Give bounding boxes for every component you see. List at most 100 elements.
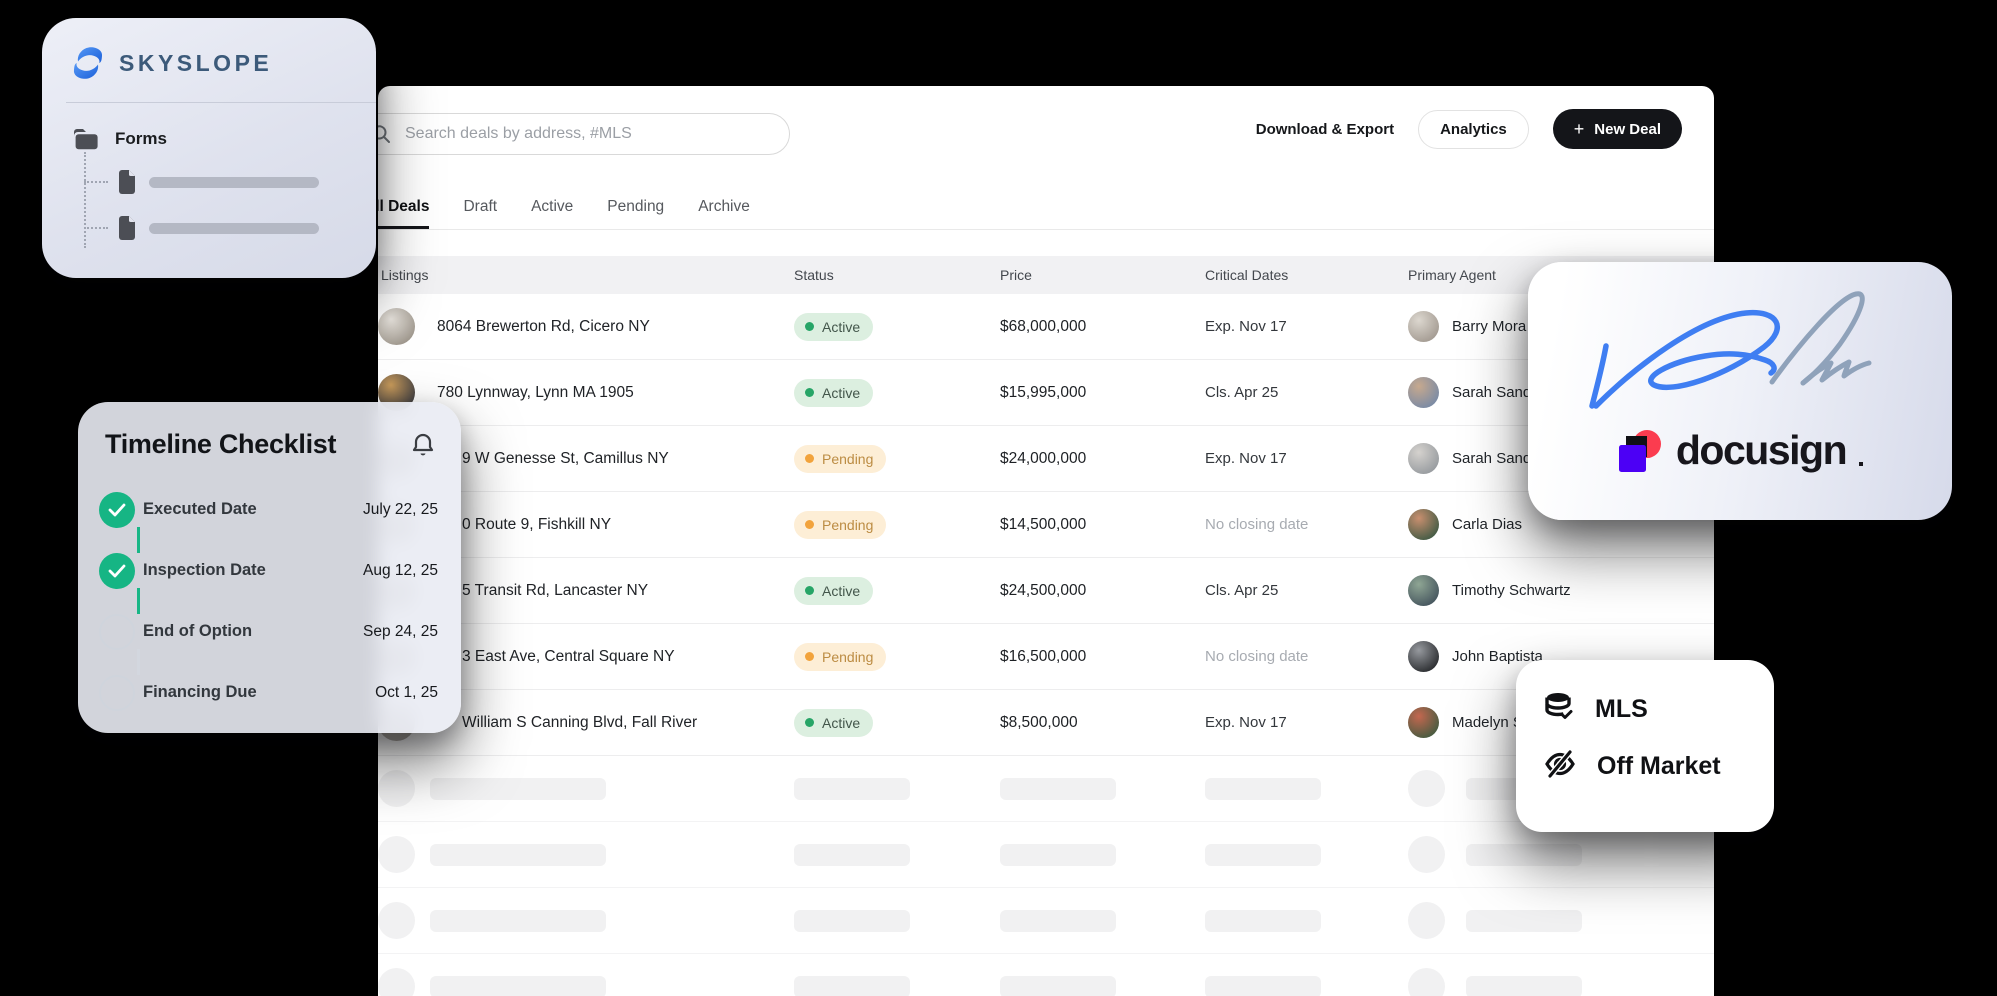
price-cell: $24,500,000	[1000, 581, 1087, 599]
download-export-button[interactable]: Download & Export	[1255, 120, 1395, 138]
critical-date-cell: Cls. Apr 25	[1205, 582, 1279, 599]
price-cell: $8,500,000	[1000, 713, 1078, 731]
agent-name: Sarah Sand	[1452, 450, 1532, 467]
topbar-actions: Download & Export Analytics + New Deal	[1256, 109, 1682, 149]
column-header: Status	[794, 267, 834, 283]
price-cell: $16,500,000	[1000, 647, 1087, 665]
timeline-item[interactable]: Financing Due Oct 1, 25	[99, 649, 438, 723]
timeline-item[interactable]: End of Option Sep 24, 25	[99, 588, 438, 662]
skeleton-agent	[1408, 902, 1714, 939]
skeleton-bar	[1000, 777, 1116, 800]
timeline-item-date: July 22, 25	[363, 500, 438, 518]
timeline-item[interactable]: Executed Date July 22, 25	[99, 479, 438, 540]
skeleton-bar	[794, 843, 910, 866]
status-dot-icon	[805, 322, 814, 331]
table-row[interactable]: 8064 Brewerton Rd, Cicero NY Active $68,00…	[378, 294, 1714, 360]
table-header: Listings Status Price Critical Dates Primary…	[378, 256, 1714, 294]
file-icon	[119, 170, 135, 194]
skeleton-date	[1205, 975, 1408, 996]
search-bar[interactable]	[378, 113, 790, 155]
source-option-mls[interactable]: MLS	[1516, 681, 1774, 738]
forms-label: Forms	[115, 129, 167, 148]
source-option-off-market[interactable]: Off Market	[1516, 738, 1774, 795]
listing-cell: 8064 Brewerton Rd, Cicero NY	[378, 308, 794, 345]
skeleton-avatar	[1408, 836, 1445, 873]
forms-file-item[interactable]	[84, 216, 319, 240]
skeleton-photo	[378, 968, 415, 996]
price-cell: $68,000,000	[1000, 317, 1087, 335]
agent-cell: Madelyn S	[1408, 707, 1714, 738]
agent-avatar	[1408, 377, 1439, 408]
tab-draft[interactable]: Draft	[463, 198, 498, 215]
forms-section[interactable]: Forms	[72, 128, 376, 150]
skeleton-status	[794, 843, 1000, 866]
table-row[interactable]: 780 Lynnway, Lynn MA 1905 Active $15,995,0…	[378, 360, 1714, 426]
tree-connector	[84, 181, 108, 183]
new-deal-button[interactable]: + New Deal	[1552, 109, 1682, 149]
source-option-label: MLS	[1595, 695, 1648, 723]
timeline-connector	[136, 527, 140, 553]
skeleton-bar	[1205, 777, 1321, 800]
skeleton-bar	[794, 975, 910, 996]
tab-active[interactable]: Active	[531, 198, 574, 215]
listing-address: 8064 Brewerton Rd, Cicero NY	[437, 317, 650, 335]
agent-name: Carla Dias	[1452, 516, 1523, 533]
tree-line	[84, 152, 86, 248]
tab-pending[interactable]: Pending	[607, 198, 665, 215]
critical-date-cell: No closing date	[1205, 648, 1309, 665]
file-placeholder-bar	[149, 176, 319, 188]
timeline-items: Executed Date July 22, 25 Inspection Date A…	[78, 479, 461, 723]
status-badge: Pending	[794, 444, 887, 473]
critical-date-cell: Cls. Apr 25	[1205, 384, 1279, 401]
skeleton-date	[1205, 777, 1408, 800]
status-label: Pending	[822, 450, 874, 467]
agent-name: Madelyn S	[1452, 714, 1523, 731]
skeleton-agent	[1408, 836, 1714, 873]
agent-avatar	[1408, 443, 1439, 474]
critical-date-cell: Exp. Nov 17	[1205, 318, 1287, 335]
status-dot-icon	[805, 718, 814, 727]
timeline-connector	[136, 649, 140, 675]
column-header: Price	[1000, 267, 1032, 283]
skeleton-photo	[378, 902, 415, 939]
tab-all-deals[interactable]: All Deals	[378, 185, 430, 229]
agent-cell: Sarah Sand	[1408, 443, 1714, 474]
skeleton-bar	[1000, 909, 1116, 932]
table-row[interactable]: 0 Route 9, Fishkill NY Pending $14,500,000…	[378, 492, 1714, 558]
skeleton-agent	[1408, 968, 1714, 996]
timeline-item-label: Inspection Date	[143, 561, 266, 579]
listing-address: 0 Route 9, Fishkill NY	[462, 515, 612, 533]
analytics-button[interactable]: Analytics	[1418, 109, 1529, 149]
skeleton-photo	[378, 770, 415, 807]
agent-avatar	[1408, 707, 1439, 738]
timeline-item-date: Sep 24, 25	[363, 622, 438, 640]
search-input[interactable]	[403, 124, 737, 144]
skeleton-price	[1000, 909, 1205, 932]
tab-archive[interactable]: Archive	[698, 198, 750, 215]
bell-icon[interactable]	[411, 432, 435, 458]
skeleton-avatar	[1408, 968, 1445, 996]
skeleton-bar	[430, 777, 606, 800]
table-row[interactable]: 9 W Genesse St, Camillus NY Pending $24,00…	[378, 426, 1714, 492]
status-dot-icon	[805, 388, 814, 397]
skeleton-row	[378, 888, 1714, 954]
status-label: Active	[822, 318, 861, 335]
agent-name: Barry Mora	[1452, 318, 1527, 335]
docusign-tm-dot	[1859, 461, 1864, 466]
skeleton-bar	[430, 975, 606, 996]
timeline-item[interactable]: Inspection Date Aug 12, 25	[99, 527, 438, 601]
skeleton-avatar	[1408, 770, 1445, 807]
check-circle-icon	[99, 552, 135, 589]
agent-cell: Carla Dias	[1408, 509, 1714, 540]
status-cell: Pending	[794, 444, 1000, 473]
timeline-title: Timeline Checklist	[105, 429, 337, 459]
skeleton-bar	[1205, 975, 1321, 996]
forms-file-item[interactable]	[84, 170, 319, 194]
table-row[interactable]: 3 East Ave, Central Square NY Pending $16,…	[378, 624, 1714, 690]
table-row[interactable]: 5 Transit Rd, Lancaster NY Active $24,500,…	[378, 558, 1714, 624]
skeleton-date	[1205, 909, 1408, 932]
table-row[interactable]: William S Canning Blvd, Fall River Active…	[378, 690, 1714, 756]
skeleton-bar	[1205, 843, 1321, 866]
status-label: Active	[822, 582, 861, 599]
column-header: Listings	[381, 267, 429, 283]
